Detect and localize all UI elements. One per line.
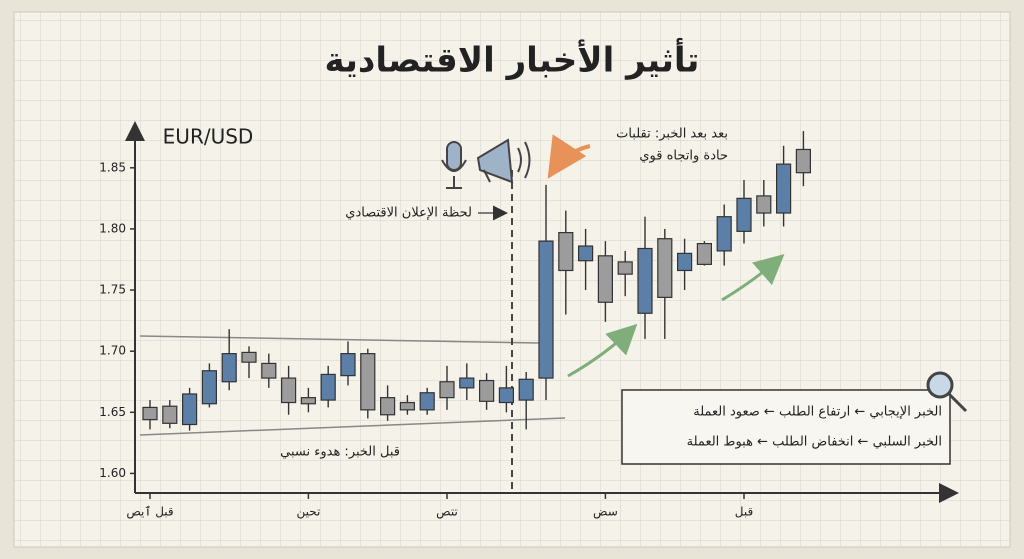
legend-box [621, 389, 951, 465]
candle-body [419, 392, 435, 411]
legend-entry: الخبر السلبي ← انخفاض الطلب ← هبوط العمل… [687, 435, 942, 450]
candle-body [617, 261, 633, 275]
candle-body [281, 377, 297, 404]
before-annotation: قبل الخبر: هدوء نسبي [280, 445, 400, 460]
after-annotation: بعد بعد الخبر: تقلبات [616, 127, 728, 142]
candle-body [201, 370, 217, 405]
magnifier-icon [926, 371, 968, 413]
y-axis-label: EUR/USD [163, 125, 254, 149]
y-tick-label: 1.80 [99, 221, 126, 235]
candle-body [439, 381, 455, 399]
candle-body [558, 231, 574, 272]
candle-body [241, 351, 257, 363]
megaphone-icon [476, 138, 531, 184]
candle-body [498, 387, 514, 404]
candle-body [479, 379, 495, 402]
event-annotation: لحظة الإعلان الاقتصادي [345, 206, 472, 221]
legend-entry: الخبر الإيجابي ← ارتفاع الطلب ← صعود الع… [693, 405, 942, 420]
channel-line [139, 335, 541, 344]
candle-body [360, 353, 376, 411]
candle-body [518, 378, 534, 401]
candle-body [261, 362, 277, 379]
y-tick-label: 1.85 [99, 160, 126, 174]
candle-body [399, 401, 415, 411]
candle-body [459, 377, 475, 389]
candle-body [577, 245, 594, 262]
x-tick-label: قبل [735, 505, 753, 519]
y-tick-label: 1.70 [99, 344, 126, 358]
chart-title: تأثير الأخبار الاقتصادية [325, 38, 700, 81]
channel-line [139, 417, 566, 436]
candle-body [221, 353, 237, 383]
candle-body [775, 163, 792, 214]
x-tick-label: سض [593, 505, 618, 520]
candle-body [696, 242, 713, 265]
after-annotation: حادة واتجاه قوي [639, 149, 728, 164]
candle-body [142, 406, 158, 421]
y-tick-label: 1.60 [99, 466, 126, 480]
candle-body [657, 238, 673, 298]
candle-body [637, 247, 653, 314]
candle-body [340, 353, 356, 377]
orange-arrow [547, 134, 591, 179]
x-tick-label: قبل ٱيص [126, 505, 173, 520]
candle-body [182, 393, 198, 426]
candle-body [380, 397, 396, 416]
candle-body [597, 255, 614, 303]
candle-body [676, 252, 693, 272]
y-tick-label: 1.65 [99, 405, 126, 419]
x-tick-label: تحين [296, 505, 320, 520]
y-tick-label: 1.75 [99, 283, 126, 297]
green-arrow [721, 254, 785, 302]
candle-body [320, 373, 336, 401]
candle-body [736, 197, 752, 232]
x-tick-label: تتص [436, 505, 458, 520]
candle-body [538, 240, 554, 379]
green-arrow [567, 323, 638, 378]
candle-body [162, 405, 178, 424]
candle-body [756, 195, 772, 214]
microphone-icon [441, 141, 467, 189]
candle-body [795, 148, 812, 174]
candle-body [300, 397, 316, 405]
candle-body [716, 216, 732, 252]
